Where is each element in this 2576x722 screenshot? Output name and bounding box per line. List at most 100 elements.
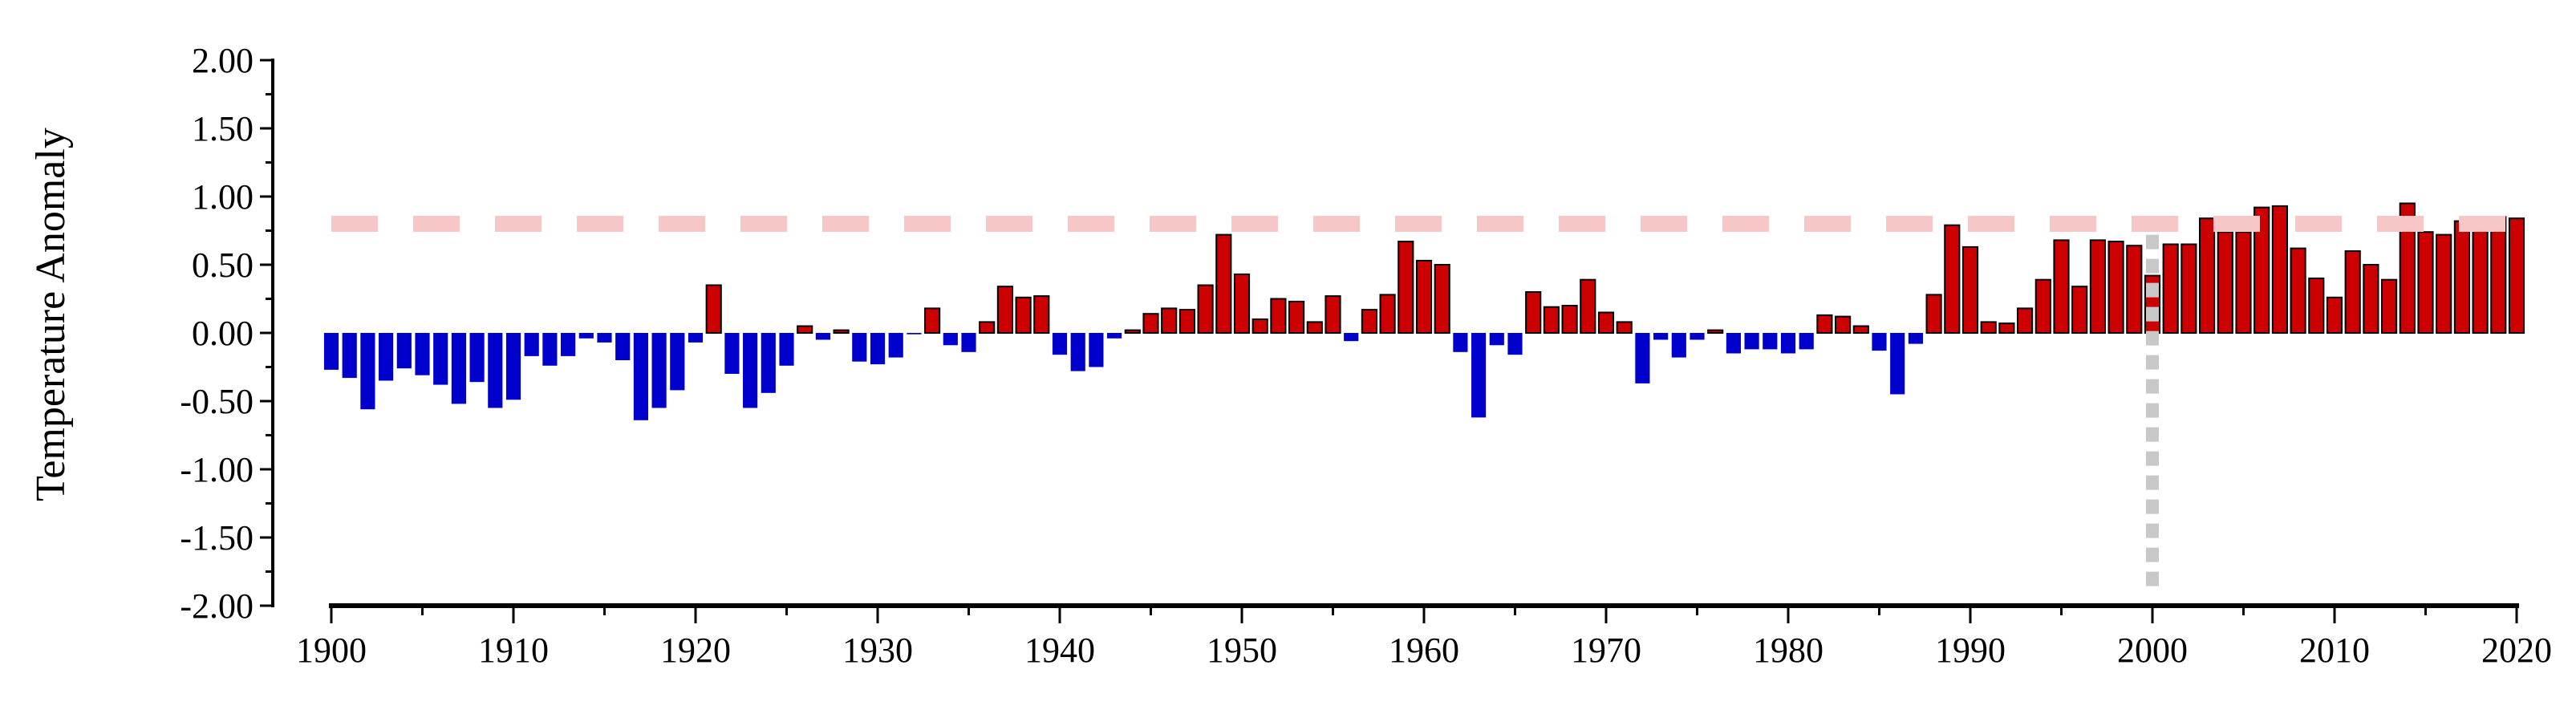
bar-2005 [2235,231,2252,335]
bar-1948 [1197,284,1214,334]
bar-1979 [1763,333,1778,350]
y-tick-label: -2.00 [180,586,254,626]
y-tick-label: 1.00 [192,177,254,217]
bar-2004 [2217,231,2233,335]
bar-2013 [2381,278,2398,335]
x-tick-label: 2010 [2299,631,2370,670]
x-tick-label: 2020 [2481,631,2552,670]
bar-1946 [1161,307,1178,334]
bar-1922 [724,333,740,374]
bar-1996 [2071,286,2088,335]
y-tick-label: -0.50 [180,382,254,421]
bar-1960 [1415,259,1433,334]
bar-2007 [2271,205,2288,334]
bar-1926 [797,325,813,334]
bar-1983 [1835,315,1852,335]
bar-2011 [2344,250,2361,334]
bar-1921 [705,284,722,334]
x-tick-label: 1990 [1935,631,2006,670]
bar-1972 [1635,333,1650,383]
bar-1909 [488,333,503,408]
bar-1959 [1398,241,1414,335]
bar-1929 [852,333,867,362]
y-tick-label: 1.50 [192,109,254,148]
bar-1912 [542,333,558,366]
bar-1978 [1744,333,1759,350]
y-tick-label: 0.50 [192,245,254,285]
bar-1977 [1726,333,1741,354]
bar-1958 [1379,294,1396,334]
bar-1900 [323,333,339,370]
bar-1937 [996,286,1013,335]
x-tick-label: 1970 [1571,631,1641,670]
bar-2010 [2326,296,2343,334]
bar-1934 [943,333,958,346]
bar-1962 [1453,333,1468,352]
bar-2020 [2508,217,2525,335]
bar-1986 [1890,333,1905,395]
bar-1970 [1597,311,1615,334]
x-tick-label: 1980 [1753,631,1823,670]
bar-1932 [907,333,922,335]
bar-1965 [1507,333,1523,355]
bar-1957 [1361,309,1377,335]
bar-1928 [833,329,850,335]
x-tick-label: 1910 [478,631,549,670]
bar-1927 [815,333,830,340]
bar-1936 [979,321,996,334]
bar-1985 [1872,333,1887,351]
y-axis-title: Temperature Anomaly [28,128,74,501]
bar-1966 [1525,291,1542,334]
bar-1989 [1944,224,1961,335]
axes: 2.00 1.50 1.00 0.50 0.00 -0.50 -1.00 -1.50 -2.00… [180,41,2552,670]
bar-1918 [651,333,667,408]
bar-1964 [1489,333,1504,346]
y-tick-label: 2.00 [192,41,254,80]
bar-1991 [1980,321,1997,334]
bar-1969 [1580,278,1596,335]
bar-1917 [633,333,648,420]
reference-lines [331,216,2517,595]
x-tick-label: 1900 [296,631,367,670]
bar-1915 [597,333,612,343]
bar-1971 [1616,321,1633,334]
bar-1950 [1233,273,1251,334]
bar-1987 [1908,333,1923,344]
bar-1910 [505,333,521,400]
bar-2018 [2472,221,2489,334]
y-tick-label: -1.50 [180,518,254,558]
bar-1975 [1690,333,1705,340]
bar-1924 [761,333,776,393]
bar-2016 [2436,233,2452,335]
bar-2009 [2308,278,2325,334]
bar-1911 [524,333,539,356]
bar-1953 [1288,300,1305,334]
bar-2001 [2162,243,2179,334]
x-tick-label: 1920 [660,631,731,670]
bar-1963 [1471,333,1487,418]
bar-1967 [1543,306,1560,335]
bar-1994 [2034,278,2051,335]
bar-1984 [1852,325,1869,334]
bar-1939 [1033,295,1050,335]
bar-2008 [2290,247,2306,335]
bar-1902 [360,333,375,410]
anomaly-bars [323,202,2525,420]
x-tick-label: 1930 [842,631,913,670]
bar-1998 [2107,241,2124,335]
bar-1961 [1434,264,1450,334]
bar-1992 [1998,322,2015,335]
bar-1944 [1124,329,1141,335]
x-tick-label: 1960 [1389,631,1459,670]
bar-1997 [2089,239,2106,334]
bar-1956 [1344,333,1359,342]
bar-2003 [2199,217,2216,335]
bar-1942 [1089,333,1104,367]
bar-1980 [1780,333,1796,354]
bar-1903 [379,333,394,381]
bar-1914 [578,333,594,339]
x-tick-label: 1940 [1024,631,1095,670]
bar-1968 [1561,305,1578,334]
x-tick-label: 2000 [2117,631,2188,670]
